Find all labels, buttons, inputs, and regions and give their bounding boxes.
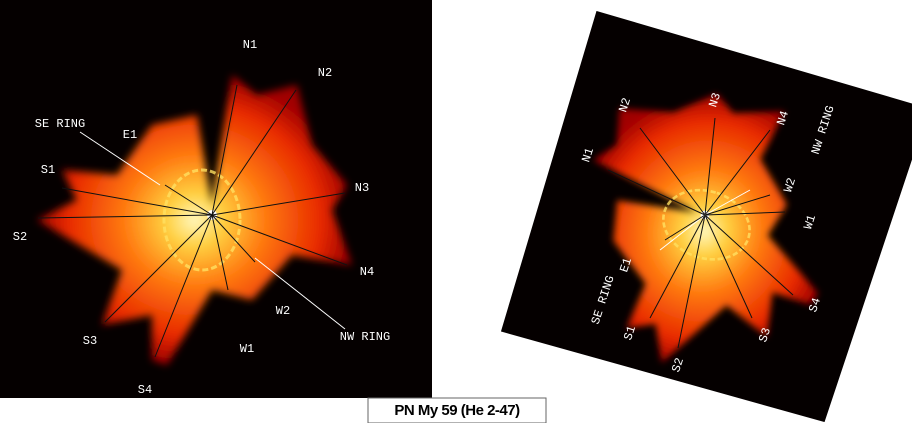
pointer-line bbox=[704, 189, 751, 216]
pointer-line bbox=[211, 89, 297, 216]
pointer-line bbox=[37, 214, 213, 219]
label: S1 bbox=[41, 163, 55, 177]
pointer-line bbox=[704, 214, 753, 319]
pointer-line bbox=[677, 214, 706, 349]
label: N3 bbox=[355, 181, 369, 195]
pointer-line bbox=[211, 214, 348, 266]
label: S1 bbox=[621, 324, 639, 342]
pointer-line bbox=[61, 187, 213, 216]
pointer-line bbox=[659, 214, 706, 251]
label: N3 bbox=[706, 91, 724, 109]
pointer-line bbox=[704, 214, 794, 296]
pointer-line bbox=[704, 211, 786, 216]
label: W2 bbox=[781, 176, 799, 194]
label: N4 bbox=[360, 265, 374, 279]
label: S4 bbox=[806, 296, 824, 314]
label: S4 bbox=[138, 383, 152, 397]
pointer-line bbox=[704, 194, 771, 216]
label: N1 bbox=[579, 146, 597, 164]
caption-box bbox=[367, 397, 547, 423]
label: S2 bbox=[13, 230, 27, 244]
label: N1 bbox=[243, 38, 257, 52]
label: S3 bbox=[83, 334, 97, 348]
label: S3 bbox=[756, 326, 774, 344]
left-labels: N1 N2 N3 N4 W2 NW RING W1 S4 S3 S2 S1 E1 SE RING bbox=[13, 38, 390, 397]
label: N4 bbox=[774, 109, 792, 127]
pointer-line bbox=[704, 117, 716, 216]
label: SE RING bbox=[35, 117, 85, 131]
pointer-line bbox=[79, 131, 161, 186]
pointer-line bbox=[704, 129, 771, 216]
label: E1 bbox=[123, 128, 137, 142]
pointer-line bbox=[211, 84, 238, 216]
pointer-line bbox=[639, 127, 706, 216]
pointer-line bbox=[211, 192, 346, 216]
label: N2 bbox=[318, 66, 332, 80]
label: W1 bbox=[801, 213, 819, 231]
pointer-line bbox=[104, 214, 213, 323]
label: E1 bbox=[617, 256, 635, 274]
label: W2 bbox=[276, 304, 290, 318]
label: S2 bbox=[669, 356, 687, 374]
label: N2 bbox=[616, 96, 634, 114]
pointer-line bbox=[254, 257, 346, 330]
pointer-line bbox=[211, 214, 229, 291]
pointer-line bbox=[607, 169, 706, 216]
label: NW RING bbox=[340, 330, 390, 344]
pointer-line bbox=[154, 214, 213, 358]
caption: PN My 59 (He 2-47) bbox=[394, 402, 520, 419]
pointer-line bbox=[164, 184, 213, 216]
pointer-line bbox=[211, 214, 256, 263]
pointer-line bbox=[649, 214, 706, 319]
pointer-line bbox=[664, 214, 706, 241]
label: W1 bbox=[240, 342, 254, 356]
